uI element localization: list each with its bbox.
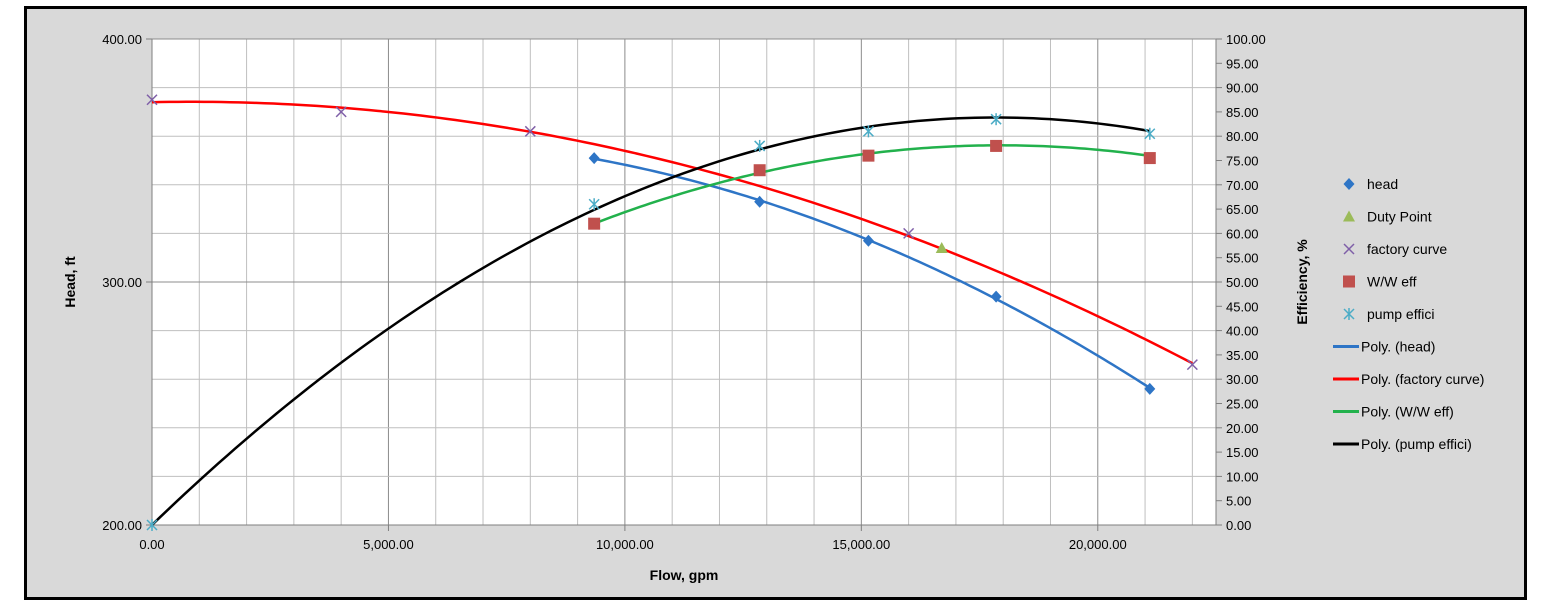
- y2-axis-title: Efficiency, %: [1294, 239, 1310, 325]
- axes: [146, 38, 1222, 531]
- legend-pump-effici-marker: [1343, 308, 1355, 320]
- pump-effici-point: [754, 139, 766, 152]
- y2-tick-label: 0.00: [1226, 518, 1251, 533]
- pump-curve-chart: 200.00 300.00 400.00 0.00 5.00 10.00 15.00 20.0…: [62, 32, 1484, 583]
- pump-effici-point: [588, 198, 600, 211]
- factory-curve-point: [1186, 359, 1198, 371]
- y2-tick-label: 45.00: [1226, 299, 1259, 314]
- legend-poly-w-w-eff-label: Poly. (W/W eff): [1361, 404, 1454, 420]
- poly-pump-effici-line: [151, 116, 1151, 526]
- legend-poly-factory-curve-label: Poly. (factory curve): [1361, 371, 1484, 387]
- w-w-eff-point: [990, 139, 1003, 152]
- y2-tick-label: 70.00: [1226, 178, 1259, 193]
- y-tick-label: 400.00: [102, 32, 142, 47]
- x-axis-title: Flow, gpm: [650, 567, 719, 583]
- x-tick-label: 10,000.00: [596, 537, 654, 552]
- y2-tick-label: 40.00: [1226, 324, 1259, 339]
- factory-curve-point: [903, 227, 915, 239]
- y2-tick-label: 100.00: [1226, 32, 1266, 47]
- y2-tick-label: 10.00: [1226, 469, 1259, 484]
- y2-tick-label: 90.00: [1226, 81, 1259, 96]
- y2-tick-label: 5.00: [1226, 494, 1251, 509]
- y-tick-label: 300.00: [102, 275, 142, 290]
- pump-effici-point: [1144, 127, 1156, 140]
- y2-tick-label: 30.00: [1226, 372, 1259, 387]
- legend-duty-point-marker: [1343, 210, 1355, 222]
- pump-effici-point: [862, 125, 874, 138]
- duty-point-point: [935, 241, 948, 253]
- x-tick-label: 20,000.00: [1069, 537, 1127, 552]
- x-tick-label: 15,000.00: [832, 537, 890, 552]
- y2-tick-label: 55.00: [1226, 251, 1259, 266]
- factory-curve-point: [335, 106, 347, 118]
- y2-tick-label: 35.00: [1226, 348, 1259, 363]
- w-w-eff-point: [1143, 152, 1156, 165]
- x-tick-label: 0.00: [139, 537, 164, 552]
- legend: head Duty Point factory curve W/W eff pump e…: [1333, 176, 1484, 452]
- legend-head-label: head: [1367, 176, 1398, 192]
- legend-poly-pump-effici-label: Poly. (pump effici): [1361, 436, 1472, 452]
- y2-tick-label: 65.00: [1226, 202, 1259, 217]
- legend-duty-point-label: Duty Point: [1367, 209, 1432, 225]
- legend-w-w-eff-marker: [1343, 275, 1355, 288]
- gridlines: [151, 38, 1216, 526]
- head-point: [862, 234, 874, 247]
- factory-curve-point: [524, 125, 536, 137]
- pump-effici-point: [990, 113, 1002, 126]
- head-point: [1144, 382, 1156, 395]
- y-axis-title: Head, ft: [62, 256, 78, 308]
- x-tick-label: 5,000.00: [363, 537, 414, 552]
- head-point: [588, 152, 600, 165]
- w-w-eff-point: [862, 149, 875, 162]
- y2-tick-label: 85.00: [1226, 105, 1259, 120]
- head-point: [754, 195, 766, 208]
- chart-frame: 200.00 300.00 400.00 0.00 5.00 10.00 15.00 20.0…: [24, 6, 1527, 600]
- poly-factory-curve-line: [151, 100, 1193, 365]
- y2-tick-label: 75.00: [1226, 154, 1259, 169]
- pump-effici-point: [146, 519, 158, 531]
- factory-curve-point: [146, 94, 158, 106]
- y-tick-label: 200.00: [102, 518, 142, 533]
- y2-tick-label: 80.00: [1226, 129, 1259, 144]
- y2-tick-label: 15.00: [1226, 445, 1259, 460]
- legend-poly-head-label: Poly. (head): [1361, 339, 1435, 355]
- w-w-eff-point: [588, 217, 601, 230]
- y2-tick-label: 25.00: [1226, 397, 1259, 412]
- tick-labels: 200.00 300.00 400.00 0.00 5.00 10.00 15.00 20.0…: [102, 32, 1266, 552]
- legend-factory-curve-label: factory curve: [1367, 241, 1447, 257]
- legend-head-marker: [1343, 178, 1355, 190]
- y2-tick-label: 60.00: [1226, 226, 1259, 241]
- legend-factory-curve-marker: [1343, 243, 1355, 255]
- w-w-eff-point: [753, 164, 766, 177]
- data-markers: [146, 94, 1198, 531]
- y2-tick-label: 50.00: [1226, 275, 1259, 290]
- head-point: [990, 290, 1002, 303]
- y2-tick-label: 95.00: [1226, 56, 1259, 71]
- y2-tick-label: 20.00: [1226, 421, 1259, 436]
- legend-w-w-eff-label: W/W eff: [1367, 274, 1417, 290]
- legend-pump-effici-label: pump effici: [1367, 306, 1434, 322]
